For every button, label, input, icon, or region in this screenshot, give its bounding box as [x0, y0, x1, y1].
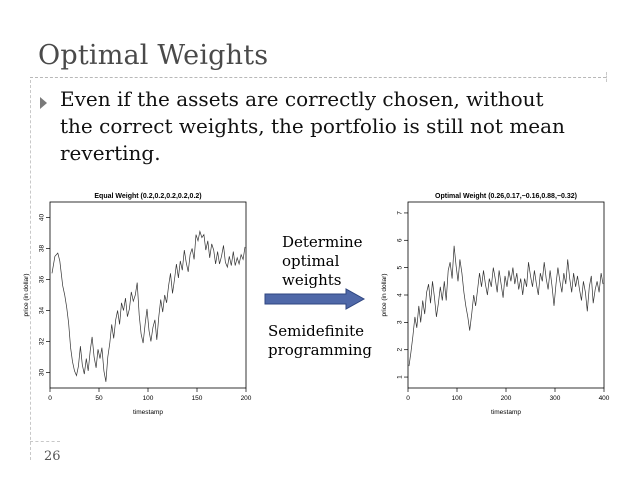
x-tick-label: 100 [143, 395, 154, 402]
right-border-tick [606, 72, 607, 82]
x-axis-label: timestamp [133, 409, 163, 416]
process-arrow-icon [264, 288, 366, 310]
slide-number: 26 [44, 449, 61, 464]
y-tick-label: 4 [397, 293, 404, 297]
y-tick-label: 34 [39, 307, 46, 315]
y-tick-label: 30 [39, 369, 46, 377]
determine-weights-label: Determine optimal weights [282, 233, 363, 289]
x-tick-label: 0 [406, 395, 410, 402]
optimal-weight-chart: Optimal Weight (0.26,0.17,−0.16,0.88,−0.… [372, 188, 612, 426]
y-tick-label: 38 [39, 245, 46, 253]
y-tick-label: 6 [397, 238, 404, 242]
x-tick-label: 200 [241, 395, 252, 402]
y-tick-label: 1 [397, 375, 404, 379]
plot-frame [407, 201, 605, 389]
y-axis-label: price (in dollar) [23, 274, 30, 317]
y-tick-label: 2 [397, 348, 404, 352]
series-line [51, 230, 246, 382]
equal-weight-chart-svg: Equal Weight (0.2,0.2,0.2,0.2,0.2) 0 50 100… [23, 193, 252, 416]
x-tick-label: 300 [550, 395, 561, 402]
chart-title: Optimal Weight (0.26,0.17,−0.16,0.88,−0.… [435, 193, 577, 200]
x-tick-label: 0 [48, 395, 52, 402]
y-tick-label: 36 [39, 276, 46, 284]
title-divider [30, 77, 606, 78]
x-tick-label: 50 [95, 395, 103, 402]
x-tick-label: 100 [452, 395, 463, 402]
y-tick-label: 32 [39, 338, 46, 346]
x-tick-label: 400 [599, 395, 610, 402]
optimal-weight-chart-svg: Optimal Weight (0.26,0.17,−0.16,0.88,−0.… [381, 193, 610, 416]
slide-title: Optimal Weights [38, 40, 269, 71]
x-axis-label: timestamp [491, 409, 521, 416]
y-tick-label: 40 [39, 214, 46, 222]
plot-frame [49, 201, 247, 389]
series-line [408, 245, 604, 367]
y-tick-label: 5 [397, 265, 404, 269]
chart-title: Equal Weight (0.2,0.2,0.2,0.2,0.2) [94, 193, 201, 200]
x-tick-label: 200 [501, 395, 512, 402]
y-tick-label: 3 [397, 320, 404, 324]
semidefinite-programming-label: Semidefinite programming [268, 322, 373, 359]
equal-weight-chart: Equal Weight (0.2,0.2,0.2,0.2,0.2) 0 50 100… [14, 188, 254, 426]
footer-divider [30, 441, 60, 442]
y-tick-label: 7 [397, 211, 404, 215]
x-tick-label: 150 [192, 395, 203, 402]
left-border-line [30, 80, 31, 460]
y-axis-label: price (in dollar) [381, 274, 388, 317]
bullet-triangle-icon [40, 97, 47, 109]
bullet-text: Even if the assets are correctly chosen,… [60, 87, 565, 165]
